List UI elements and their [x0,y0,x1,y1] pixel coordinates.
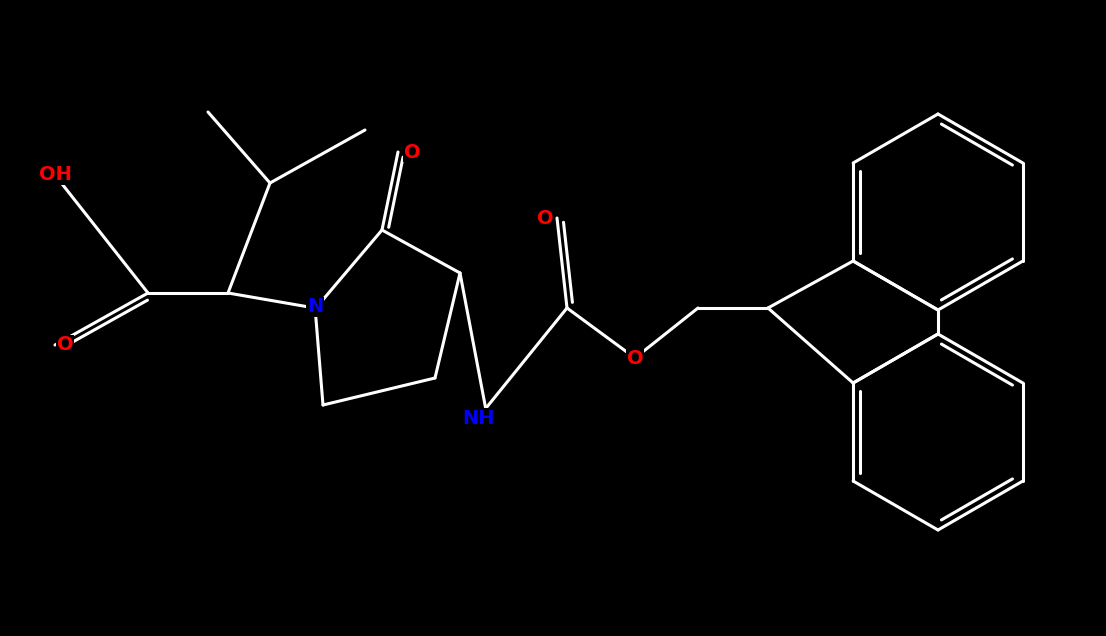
Text: O: O [404,142,420,162]
Text: O: O [536,209,553,228]
Text: N: N [306,298,323,317]
Text: OH: OH [39,165,72,184]
Text: NH: NH [461,408,494,427]
Text: O: O [56,336,73,354]
Text: O: O [627,349,644,368]
